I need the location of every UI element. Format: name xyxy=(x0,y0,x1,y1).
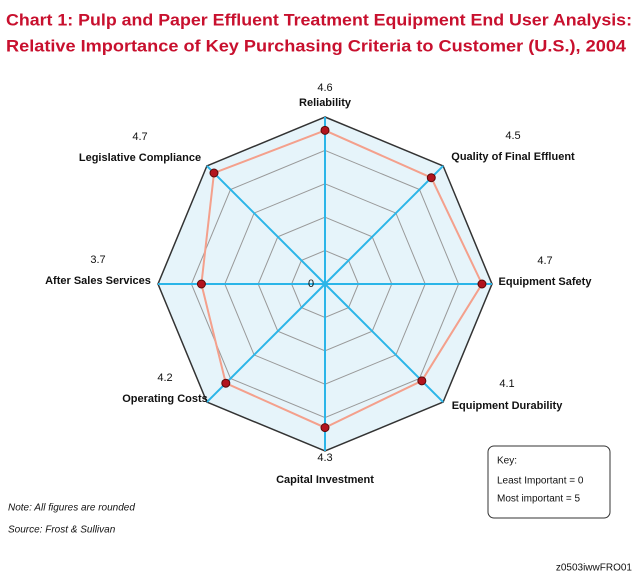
value-label: 4.6 xyxy=(317,82,332,94)
key-line: Least Important = 0 xyxy=(497,476,584,487)
code: z0503iwwFRO01 xyxy=(556,563,633,574)
category-label: Reliability xyxy=(299,97,352,109)
value-label: 4.2 xyxy=(157,372,172,384)
value-label: 4.7 xyxy=(132,131,147,143)
key-box xyxy=(487,445,611,519)
key-line: Most important = 5 xyxy=(497,494,581,505)
data-point xyxy=(417,376,427,386)
category-label: Equipment Durability xyxy=(452,400,564,412)
category-label: Legislative Compliance xyxy=(79,152,201,164)
plot-area: 0 4.6 Reliability 4.5 Quality of Final Efflu… xyxy=(45,82,592,486)
data-point xyxy=(320,423,330,433)
category-label: Equipment Safety xyxy=(499,276,593,288)
category-label: Operating Costs xyxy=(122,393,208,405)
value-label: 4.3 xyxy=(317,452,332,464)
note: Note: All figures are rounded xyxy=(8,503,135,514)
value-label: 4.1 xyxy=(499,378,514,390)
axis-line xyxy=(324,165,444,285)
key-title: Key: xyxy=(497,456,517,467)
category-label: Capital Investment xyxy=(276,474,374,486)
data-point xyxy=(477,279,487,289)
value-label: 4.7 xyxy=(537,255,552,267)
category-label: Quality of Final Effluent xyxy=(451,151,575,163)
data-point xyxy=(426,173,436,183)
axis-line xyxy=(206,165,326,285)
value-label: 3.7 xyxy=(90,254,105,266)
r-tick-label: 0 xyxy=(308,278,314,290)
data-point xyxy=(209,168,219,178)
data-point xyxy=(196,279,206,289)
data-point xyxy=(221,378,231,388)
data-point xyxy=(320,125,330,135)
category-label: After Sales Services xyxy=(45,275,151,287)
chart-title: Chart 1: Pulp and Paper Effluent Treatme… xyxy=(6,10,632,29)
chart-title: Relative Importance of Key Purchasing Cr… xyxy=(6,36,627,55)
value-label: 4.5 xyxy=(505,130,520,142)
source: Source: Frost & Sullivan xyxy=(8,525,116,536)
